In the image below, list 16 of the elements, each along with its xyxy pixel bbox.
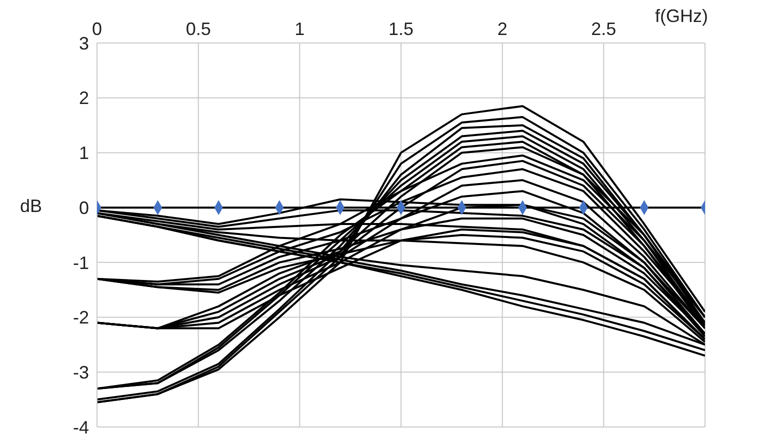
y-tick-label: -3 [72, 362, 89, 383]
y-tick-label: 1 [78, 143, 89, 164]
y-tick-label: 3 [78, 33, 89, 54]
y-tick-label: -4 [72, 417, 89, 437]
x-tick-label: 1 [294, 19, 305, 39]
x-tick-label: 0 [92, 19, 102, 39]
y-tick-label: 0 [78, 198, 89, 218]
y-tick-label: 2 [78, 88, 89, 108]
y-tick-label: -2 [72, 308, 89, 328]
x-tick-label: 2.5 [591, 19, 616, 39]
x-tick-label: 0.5 [186, 19, 211, 39]
x-tick-label: 1.5 [388, 19, 414, 39]
x-axis-title: f(GHz) [655, 6, 708, 27]
y-tick-label: -1 [72, 252, 89, 273]
x-tick-label: 2 [497, 19, 508, 39]
y-axis-title: dB [20, 196, 42, 217]
